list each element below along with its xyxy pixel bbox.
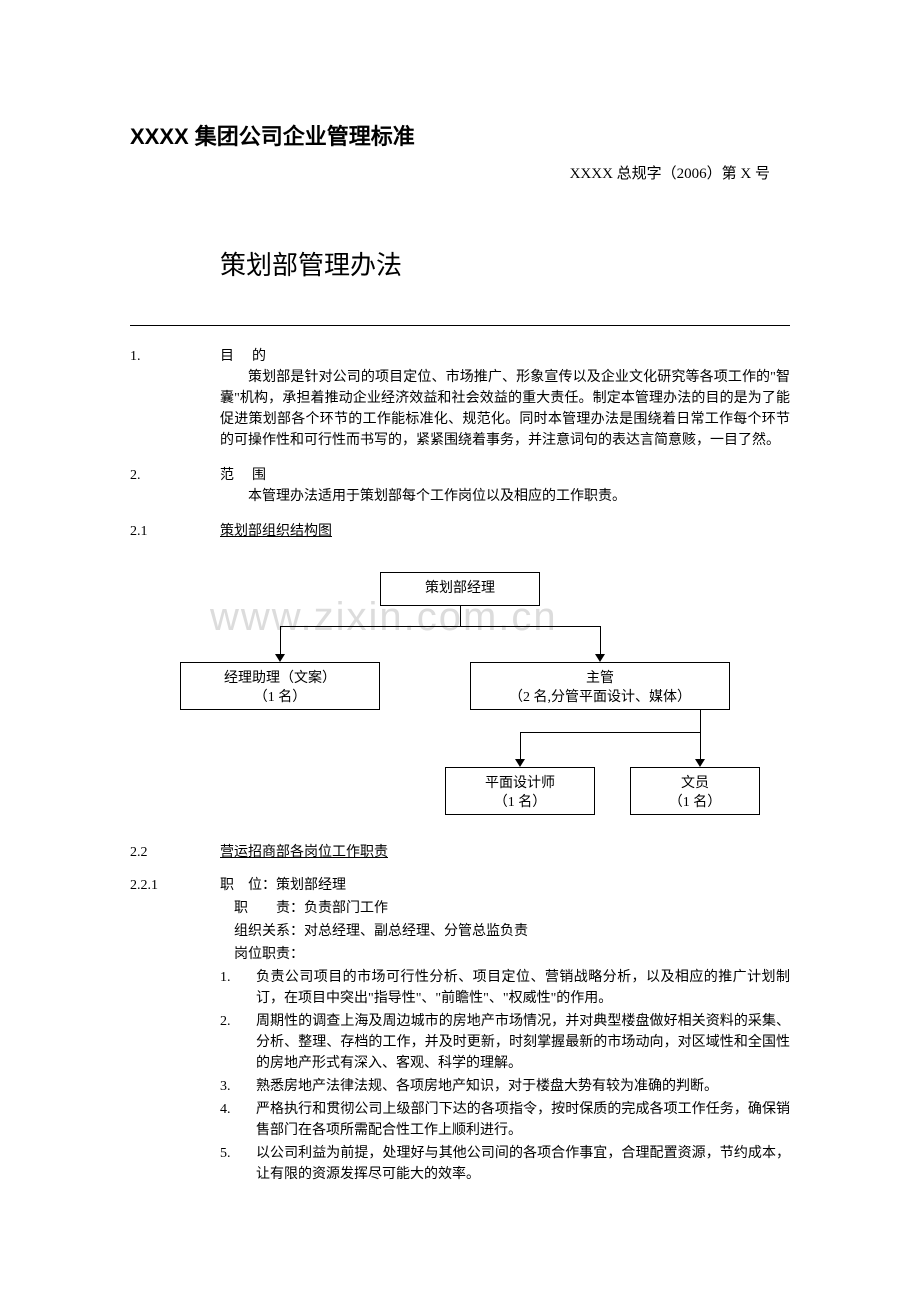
section-2-2: 2.2 营运招商部各岗位工作职责 <box>130 842 790 863</box>
section-2-2-number: 2.2 <box>130 842 220 863</box>
duty-number: 5. <box>220 1143 256 1185</box>
org-line <box>700 732 701 759</box>
job-duty-line: 职 责：负责部门工作 <box>220 898 790 919</box>
org-node-supervisor-line1: 主管 <box>475 669 725 689</box>
section-2-paragraph: 本管理办法适用于策划部每个工作岗位以及相应的工作职责。 <box>220 486 790 507</box>
org-node-manager: 策划部经理 <box>380 572 540 606</box>
org-line <box>280 626 600 627</box>
org-node-clerk-line1: 文员 <box>635 774 755 794</box>
job-relation-label: 组织关系： <box>234 924 304 939</box>
section-2-heading: 范 围 <box>220 465 790 486</box>
arrow-icon <box>595 654 605 662</box>
org-node-clerk: 文员 （1 名） <box>630 767 760 815</box>
duty-text: 严格执行和贯彻公司上级部门下达的各项指令，按时保质的完成各项工作任务，确保销售部… <box>256 1099 790 1141</box>
divider <box>130 325 790 326</box>
org-line <box>520 732 700 733</box>
job-number: 2.2.1 <box>130 875 220 1187</box>
job-duty-label: 职 责： <box>234 901 304 916</box>
section-1: 1. 目 的 策划部是针对公司的项目定位、市场推广、形象宣传以及企业文化研究等各… <box>130 346 790 451</box>
org-line <box>600 626 601 654</box>
org-line <box>700 710 701 732</box>
org-line <box>280 626 281 654</box>
duty-number: 1. <box>220 967 256 1009</box>
section-2-1-heading: 策划部组织结构图 <box>220 521 790 542</box>
duty-text: 熟悉房地产法律法规、各项房地产知识，对于楼盘大势有较为准确的判断。 <box>256 1076 790 1097</box>
duty-text: 负责公司项目的市场可行性分析、项目定位、营销战略分析，以及相应的推广计划制订，在… <box>256 967 790 1009</box>
job-duty-value: 负责部门工作 <box>304 901 388 916</box>
duty-text: 以公司利益为前提，处理好与其他公司间的各项合作事宜，合理配置资源，节约成本，让有… <box>256 1143 790 1185</box>
section-2: 2. 范 围 本管理办法适用于策划部每个工作岗位以及相应的工作职责。 <box>130 465 790 507</box>
arrow-icon <box>695 759 705 767</box>
job-relation-line: 组织关系：对总经理、副总经理、分管总监负责 <box>220 921 790 942</box>
org-node-assistant: 经理助理（文案） （1 名） <box>180 662 380 710</box>
arrow-icon <box>515 759 525 767</box>
job-relation-value: 对总经理、副总经理、分管总监负责 <box>304 924 528 939</box>
duty-number: 2. <box>220 1011 256 1074</box>
section-1-heading: 目 的 <box>220 346 790 367</box>
duty-item: 5. 以公司利益为前提，处理好与其他公司间的各项合作事宜，合理配置资源，节约成本… <box>220 1143 790 1185</box>
org-node-manager-label: 策划部经理 <box>425 581 495 596</box>
org-line <box>520 732 521 759</box>
document-number: XXXX 总规字（2006）第 X 号 <box>130 163 790 186</box>
org-node-designer: 平面设计师 （1 名） <box>445 767 595 815</box>
duty-item: 4. 严格执行和贯彻公司上级部门下达的各项指令，按时保质的完成各项工作任务，确保… <box>220 1099 790 1141</box>
section-1-number: 1. <box>130 346 220 451</box>
duty-item: 3. 熟悉房地产法律法规、各项房地产知识，对于楼盘大势有较为准确的判断。 <box>220 1076 790 1097</box>
job-responsibilities-label: 岗位职责： <box>220 944 790 965</box>
duty-item: 1. 负责公司项目的市场可行性分析、项目定位、营销战略分析，以及相应的推广计划制… <box>220 967 790 1009</box>
org-node-assistant-line1: 经理助理（文案） <box>185 669 375 689</box>
duty-list: 1. 负责公司项目的市场可行性分析、项目定位、营销战略分析，以及相应的推广计划制… <box>220 967 790 1185</box>
org-node-supervisor: 主管 （2 名,分管平面设计、媒体） <box>470 662 730 710</box>
section-2-1: 2.1 策划部组织结构图 <box>130 521 790 542</box>
duty-number: 4. <box>220 1099 256 1141</box>
org-node-supervisor-line2: （2 名,分管平面设计、媒体） <box>475 688 725 708</box>
duty-item: 2. 周期性的调查上海及周边城市的房地产市场情况，并对典型楼盘做好相关资料的采集… <box>220 1011 790 1074</box>
org-node-designer-line2: （1 名） <box>450 793 590 813</box>
org-node-assistant-line2: （1 名） <box>185 688 375 708</box>
org-node-clerk-line2: （1 名） <box>635 793 755 813</box>
org-node-designer-line1: 平面设计师 <box>450 774 590 794</box>
job-2-2-1: 2.2.1 职 位：策划部经理 职 责：负责部门工作 组织关系：对总经理、副总经… <box>130 875 790 1187</box>
section-2-2-heading: 营运招商部各岗位工作职责 <box>220 842 790 863</box>
job-position-value: 策划部经理 <box>276 878 346 893</box>
org-chart: www.zixin.com.cn 策划部经理 经理助理（文案） （1 名） 主管… <box>130 572 790 832</box>
job-position-line: 职 位：策划部经理 <box>220 875 790 896</box>
org-line <box>460 606 461 626</box>
section-1-paragraph: 策划部是针对公司的项目定位、市场推广、形象宣传以及企业文化研究等各项工作的"智囊… <box>220 367 790 451</box>
section-2-1-number: 2.1 <box>130 521 220 542</box>
section-2-number: 2. <box>130 465 220 507</box>
main-title: 策划部管理办法 <box>220 246 790 285</box>
duty-text: 周期性的调查上海及周边城市的房地产市场情况，并对典型楼盘做好相关资料的采集、分析… <box>256 1011 790 1074</box>
company-standard-title: XXXX 集团公司企业管理标准 <box>130 120 790 153</box>
arrow-icon <box>275 654 285 662</box>
job-position-label: 职 位： <box>220 878 276 893</box>
duty-number: 3. <box>220 1076 256 1097</box>
